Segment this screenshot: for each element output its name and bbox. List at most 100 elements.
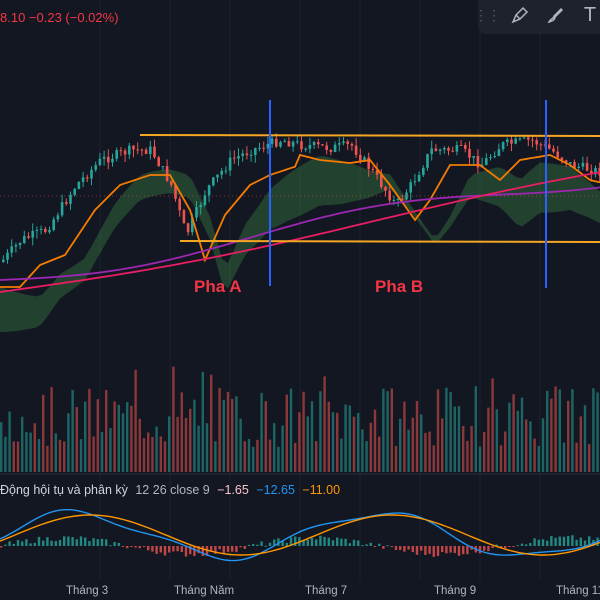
macd-histogram-bar [365, 544, 368, 546]
macd-histogram-bar [16, 540, 20, 546]
candle-body [388, 190, 391, 201]
candle-body [468, 148, 471, 158]
candle-body [548, 144, 551, 149]
macd-line-value: −12.65 [256, 483, 295, 497]
macd-histogram-bar [42, 540, 45, 546]
macd-histogram-bar [331, 540, 335, 546]
candle-body [86, 177, 89, 179]
macd-histogram-bar [100, 538, 104, 546]
macd-histogram-bar [579, 537, 582, 546]
volume-bar [71, 390, 74, 472]
macd-histogram-bar [495, 544, 498, 546]
candle-body [241, 153, 244, 156]
macd-histogram-bar [142, 546, 146, 547]
pen-nib-icon[interactable] [508, 3, 532, 27]
macd-histogram-bar [201, 546, 204, 556]
macd-histogram-bar [441, 546, 444, 553]
candle-body [94, 165, 97, 170]
macd-histogram-bar [193, 546, 196, 557]
macd-histogram-bar [378, 543, 381, 546]
volume-bar [63, 441, 66, 472]
candle-body [233, 157, 236, 159]
macd-histogram-bar [466, 546, 469, 555]
macd-histogram-bar [50, 540, 53, 546]
candlestick-series [2, 133, 600, 264]
macd-histogram-bar [21, 541, 24, 546]
volume-bar [420, 414, 423, 472]
time-label: Tháng 9 [434, 585, 477, 597]
volume-bar [226, 391, 230, 472]
candle-body [342, 141, 345, 144]
candle-body [237, 155, 240, 159]
macd-histogram-bar [75, 539, 78, 546]
macd-histogram-bar [445, 546, 448, 554]
volume-bar [88, 388, 91, 472]
candle-body [23, 236, 26, 243]
volume-bar [369, 422, 372, 472]
volume-bar [218, 387, 221, 472]
macd-histogram-bar [33, 542, 36, 546]
macd-histogram-bar [180, 546, 183, 553]
candle-body [354, 145, 358, 155]
volume-bar [331, 412, 335, 472]
volume-bar [441, 418, 444, 472]
candle-body [472, 155, 475, 158]
brush-icon[interactable] [544, 3, 568, 27]
volume-bar [550, 398, 553, 472]
time-label: Tháng Năm [174, 585, 235, 597]
volume-bar [348, 405, 351, 472]
candle-body [522, 137, 526, 139]
volume-bar [16, 441, 20, 472]
macd-histogram-bar [583, 540, 587, 546]
candle-body [52, 219, 55, 231]
macd-histogram-bar [231, 546, 234, 552]
volume-bar [487, 407, 490, 472]
price-change-readout: 8.10 −0.23 (−0.02%) [0, 10, 119, 25]
candle-body [338, 143, 341, 145]
volume-bar [588, 444, 591, 472]
candle-body [165, 166, 169, 181]
volume-bar [525, 419, 528, 472]
macd-title[interactable]: Động hội tụ và phân kỳ [0, 483, 128, 497]
text-T-icon[interactable]: T [583, 3, 597, 26]
grip-dots-icon[interactable]: ⋮⋮ [474, 6, 501, 23]
candle-body [531, 139, 534, 141]
macd-histogram-bar [289, 537, 293, 546]
candle-body [451, 150, 454, 152]
volume-bar [105, 390, 108, 472]
volume-bar [415, 400, 419, 472]
macd-histogram-bar [327, 537, 330, 546]
macd-histogram-bar [571, 535, 574, 546]
volume-bar [277, 446, 280, 472]
volume-bar [243, 441, 246, 472]
candle-body [10, 246, 13, 253]
macd-histogram-bar [205, 546, 209, 556]
macd-histogram-bar [315, 539, 318, 546]
macd-histogram-bar [399, 546, 402, 550]
volume-bar [201, 371, 204, 472]
candle-body [573, 162, 576, 168]
candle-body [212, 177, 215, 186]
candle-body [392, 199, 396, 201]
macd-histogram-bar [54, 541, 57, 546]
macd-histogram-bar [134, 546, 137, 548]
candle-body [581, 162, 585, 167]
volume-bar [235, 396, 238, 472]
macd-histogram-bar [344, 538, 347, 546]
macd-histogram-bar [546, 540, 549, 546]
volume-bar [336, 412, 339, 472]
volume-bar [46, 445, 49, 472]
candle-body [409, 182, 412, 193]
candle-body [359, 154, 362, 161]
macd-histogram-bar [449, 546, 452, 553]
volume-bar [37, 438, 41, 472]
volume-bars [0, 366, 599, 472]
macd-histogram-bar [79, 536, 83, 546]
volume-bar [411, 417, 414, 472]
macd-histogram-bar [222, 546, 225, 554]
macd-histogram-bar [113, 542, 116, 546]
candle-body [321, 144, 324, 146]
macd-histogram-bar [420, 546, 423, 551]
